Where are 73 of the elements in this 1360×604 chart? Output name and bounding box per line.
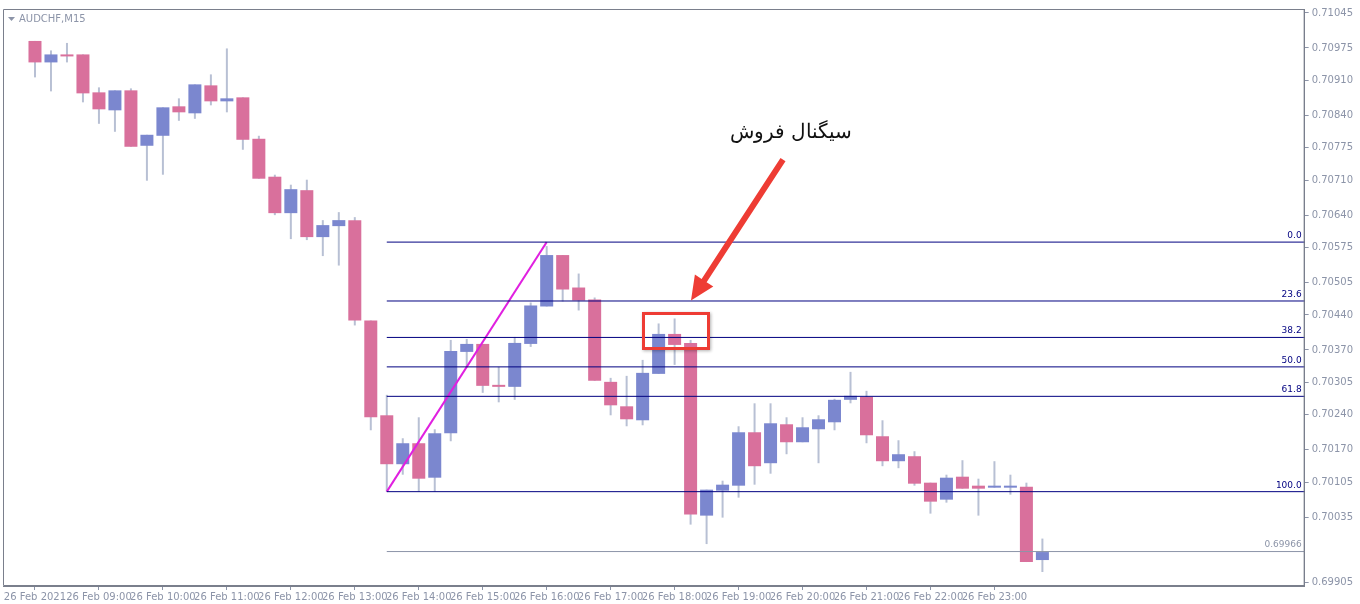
candlestick — [939, 473, 953, 504]
candlestick — [971, 477, 985, 517]
x-tick-label: 26 Feb 09:00 — [66, 590, 132, 602]
candlestick — [28, 39, 42, 79]
y-tick-label: 0.70370 — [1311, 343, 1354, 355]
y-tick-label: 0.70710 — [1311, 173, 1354, 185]
candlestick — [332, 211, 346, 267]
x-tick-label: 26 Feb 20:00 — [769, 590, 836, 602]
candlestick — [172, 97, 186, 122]
y-tick-label: 0.70305 — [1311, 375, 1354, 387]
x-tick-label: 26 Feb 10:00 — [130, 590, 196, 602]
annotation: 100.0 — [1275, 479, 1302, 490]
annotation: 50.0 — [1281, 354, 1302, 365]
x-tick-label: 26 Feb 13:00 — [321, 590, 388, 602]
candlestick — [60, 41, 74, 64]
candlestick — [620, 374, 634, 428]
x-tick-label: 26 Feb 23:00 — [961, 590, 1028, 602]
y-tick-label: 0.70775 — [1311, 141, 1354, 153]
y-tick-label: 0.70440 — [1311, 308, 1354, 320]
y-tick-label: 0.70505 — [1311, 276, 1354, 288]
candlestick — [828, 397, 842, 432]
y-tick-label: 0.70640 — [1311, 208, 1354, 220]
candlestick — [716, 479, 730, 519]
annotation: سیگنال فروش — [729, 119, 853, 143]
x-tick-label: 26 Feb 2021 — [3, 590, 67, 602]
candlestick — [460, 337, 474, 367]
chart-title: AUDCHF,M15 — [19, 13, 86, 24]
y-tick-label: 0.70105 — [1311, 475, 1354, 487]
candlestick — [204, 73, 218, 107]
candlestick — [780, 416, 794, 456]
annotation: 0.0 — [1287, 229, 1302, 240]
y-tick-label: 0.70975 — [1311, 41, 1354, 53]
ref-line-label: 0.69966 — [1264, 539, 1302, 550]
x-tick-label: 26 Feb 17:00 — [577, 590, 644, 602]
y-tick-label: 0.69905 — [1311, 575, 1354, 587]
y-tick-label: 0.71045 — [1311, 6, 1354, 18]
x-tick-label: 26 Feb 11:00 — [194, 590, 260, 602]
annotation: 38.2 — [1281, 325, 1302, 336]
x-tick-label: 26 Feb 15:00 — [449, 590, 516, 602]
y-tick-label: 0.70840 — [1311, 108, 1354, 120]
candlestick — [284, 183, 298, 241]
y-tick-label: 0.70910 — [1311, 73, 1354, 85]
y-tick-label: 0.70575 — [1311, 241, 1354, 253]
x-tick-label: 26 Feb 18:00 — [641, 590, 708, 602]
x-tick-label: 26 Feb 12:00 — [258, 590, 324, 602]
candlestick — [44, 49, 58, 93]
x-tick-label: 26 Feb 19:00 — [705, 590, 772, 602]
x-tick-label: 26 Feb 22:00 — [897, 590, 964, 602]
candlestick — [812, 414, 826, 465]
y-tick-label: 0.70170 — [1311, 443, 1354, 455]
candlestick — [668, 317, 682, 366]
candlestick — [796, 416, 810, 444]
annotation: 61.8 — [1281, 384, 1302, 395]
x-tick-label: 26 Feb 21:00 — [833, 590, 900, 602]
x-tick-label: 26 Feb 16:00 — [513, 590, 580, 602]
candlestick — [604, 376, 618, 417]
annotation: 23.6 — [1281, 288, 1302, 299]
candlestick — [955, 459, 969, 490]
candlestick — [108, 89, 122, 133]
candlestick — [1003, 473, 1017, 496]
candlestick — [316, 219, 330, 258]
candlestick — [140, 133, 154, 182]
candlestick — [987, 460, 1001, 489]
candlestick — [492, 365, 506, 404]
y-tick-label: 0.70240 — [1311, 408, 1354, 420]
candlestick — [220, 47, 234, 114]
candlestick — [1035, 537, 1049, 574]
candlestick — [396, 437, 410, 476]
candlestick — [891, 439, 905, 470]
candlestick — [92, 86, 106, 125]
candlestick — [572, 272, 586, 312]
x-tick-label: 26 Feb 14:00 — [385, 590, 452, 602]
y-tick-label: 0.70035 — [1311, 510, 1354, 522]
